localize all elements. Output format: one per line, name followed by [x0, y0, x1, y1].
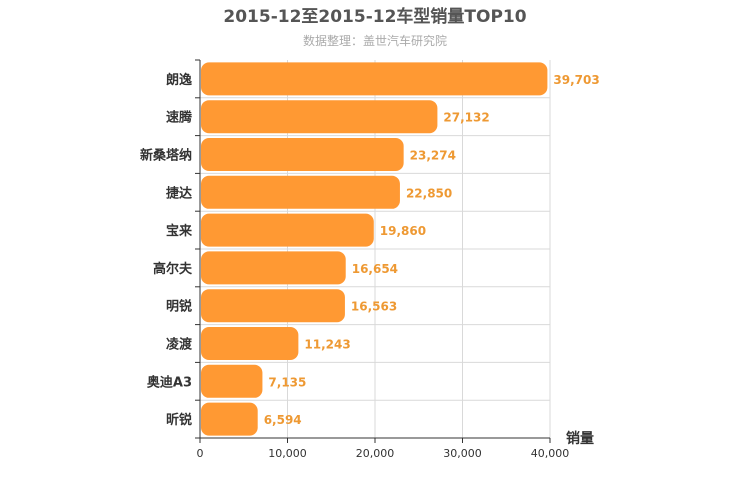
bar-10: [201, 402, 258, 436]
bar-7: [201, 289, 345, 323]
value-label: 16,654: [352, 262, 398, 276]
category-label: 宝来: [166, 223, 193, 239]
value-label: 19,860: [380, 224, 426, 238]
category-label: 凌渡: [166, 337, 193, 353]
x-tick-label: 30,000: [443, 447, 482, 460]
category-label: 速腾: [166, 110, 193, 126]
value-label: 23,274: [410, 149, 456, 163]
bar-9: [201, 364, 263, 398]
category-label: 高尔夫: [153, 261, 193, 277]
value-label: 27,132: [443, 111, 489, 125]
category-label: 新桑塔纳: [140, 148, 192, 164]
bar-1: [201, 62, 548, 96]
bar-2: [201, 100, 438, 134]
bar-4: [201, 175, 400, 209]
bars: [201, 62, 548, 436]
x-tick-label: 40,000: [531, 447, 570, 460]
category-label: 昕锐: [166, 412, 192, 428]
chart-title: 2015-12至2015-12车型销量TOP10: [223, 6, 526, 27]
bar-5: [201, 213, 374, 247]
value-label: 22,850: [406, 186, 452, 200]
chart-subtitle: 数据整理：盖世汽车研究院: [303, 33, 447, 48]
labels: 0 10,000 20,000 30,000 40,000 朗逸 39,703 速腾 27,13…: [140, 72, 600, 460]
value-label: 7,135: [268, 375, 306, 389]
category-label: 奥迪A3: [147, 374, 192, 390]
bar-6: [201, 251, 346, 285]
category-label: 明锐: [166, 299, 192, 315]
x-axis-title: 销量: [566, 430, 594, 447]
value-label: 11,243: [304, 338, 350, 352]
grid-lines: [195, 59, 551, 443]
value-label: 16,563: [351, 300, 397, 314]
value-label: 39,703: [553, 73, 599, 87]
bar-3: [201, 138, 404, 171]
bar-8: [201, 327, 299, 360]
category-label: 朗逸: [166, 72, 192, 88]
x-tick-label: 10,000: [268, 447, 307, 460]
value-label: 6,594: [264, 413, 302, 427]
x-tick-label: 0: [197, 447, 204, 460]
category-label: 捷达: [166, 185, 192, 201]
x-tick-label: 20,000: [356, 447, 395, 460]
